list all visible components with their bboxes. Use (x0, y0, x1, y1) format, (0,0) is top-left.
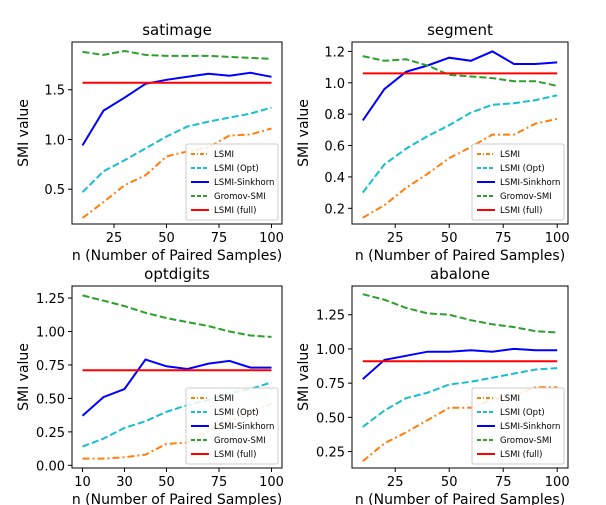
series-line-lsmi-opt (81, 106, 272, 193)
series-line-lsmi-opt (362, 94, 558, 194)
y-tick-label: 0.2 (324, 202, 345, 217)
y-axis-label: SMI value (16, 99, 32, 167)
x-tick-label: 75 (211, 231, 228, 246)
x-tick-label: 10 (74, 475, 91, 490)
x-tick-label: 25 (106, 231, 123, 246)
x-tick-label: 100 (545, 231, 570, 246)
series-line-gromov-smi (362, 293, 558, 334)
series-line-lsmi (81, 127, 272, 219)
legend-box (185, 387, 279, 465)
series-line-gromov-smi (362, 55, 558, 87)
y-tick-label: 1.5 (44, 84, 65, 99)
series-line-lsmi-sinkhorn (81, 358, 272, 417)
series-line-lsmi-opt (362, 367, 558, 428)
y-tick-label: 0.75 (36, 359, 65, 374)
series-line-lsmi-opt (82, 381, 272, 448)
y-tick-label: 1.2 (324, 45, 345, 60)
y-tick-label: 1.25 (36, 292, 65, 307)
legend-label: LSMI (214, 394, 234, 404)
legend-box (471, 387, 565, 465)
chart-panel-segment: segment 25 50 75 100 0.2 0.4 0.6 0.8 1.0 1.2 n (Num… (296, 21, 570, 264)
x-axis-label: n (Number of Paired Samples) (355, 248, 565, 264)
x-tick-label: 25 (387, 231, 404, 246)
chart-title: segment (427, 21, 493, 39)
series-line-lsmi-sinkhorn (361, 50, 558, 121)
x-tick-label: 50 (158, 475, 175, 490)
legend: LSMI LSMI (Opt) LSMI-Sinkhorn Gromov-SMI LSM… (471, 387, 565, 465)
chart-title: abalone (430, 265, 490, 283)
legend: LSMI LSMI (Opt) LSMI-Sinkhorn Gromov-SMI LSM… (185, 143, 279, 221)
legend-box (471, 143, 565, 221)
chart-title: optdigits (144, 265, 210, 283)
legend-label: LSMI (Opt) (214, 164, 259, 174)
x-tick-label: 100 (259, 231, 284, 246)
legend: LSMI LSMI (Opt) LSMI-Sinkhorn Gromov-SMI LSM… (185, 387, 279, 465)
y-axis-label: SMI value (296, 99, 312, 167)
y-tick-label: 0.8 (324, 108, 345, 123)
y-tick-label: 1.0 (324, 77, 345, 92)
legend-label: LSMI (full) (500, 450, 542, 460)
plot-frame (71, 41, 283, 225)
legend-label: Gromov-SMI (214, 192, 266, 202)
legend: LSMI LSMI (Opt) LSMI-Sinkhorn Gromov-SMI LSM… (471, 143, 565, 221)
y-tick-label: 1.0 (44, 133, 65, 148)
y-tick-label: 1.00 (36, 326, 65, 341)
x-axis-label: n (Number of Paired Samples) (355, 492, 565, 505)
legend-label: Gromov-SMI (500, 436, 552, 446)
x-tick-label: 50 (441, 475, 458, 490)
x-axis-label: n (Number of Paired Samples) (72, 248, 282, 264)
chart-panel-abalone: abalone 25 50 75 100 0.25 0.50 0.75 1.00 1.25 n (N… (296, 265, 570, 505)
chart-panel-satimage: satimage 25 50 75 100 0.5 1.0 1.5 n (Number of P… (16, 21, 284, 264)
y-axis-label: SMI value (296, 343, 312, 411)
x-axis-label: n (Number of Paired Samples) (72, 492, 282, 505)
legend-box (185, 143, 279, 221)
x-tick-label: 100 (545, 475, 570, 490)
y-tick-label: 0.25 (316, 446, 345, 461)
legend-label: LSMI (Opt) (500, 408, 545, 418)
x-tick-label: 100 (259, 475, 284, 490)
legend-label: LSMI (214, 150, 234, 160)
legend-label: LSMI-Sinkhorn (500, 178, 560, 188)
y-axis-label: SMI value (16, 343, 32, 411)
legend-label: LSMI (500, 394, 520, 404)
series-line-gromov-smi (82, 49, 272, 60)
y-tick-label: 0.75 (316, 377, 345, 392)
legend-label: LSMI (full) (214, 206, 256, 216)
series-line-lsmi-sinkhorn (362, 347, 558, 380)
x-tick-label: 30 (116, 475, 133, 490)
y-tick-label: 0.6 (324, 140, 345, 155)
y-tick-label: 0.4 (324, 171, 345, 186)
plot-frame (71, 285, 283, 469)
chart-title: satimage (142, 21, 212, 39)
legend-label: Gromov-SMI (214, 436, 266, 446)
y-tick-label: 0.25 (36, 426, 65, 441)
y-tick-label: 0.00 (36, 459, 65, 474)
plot-frame (351, 41, 569, 225)
legend-label: LSMI-Sinkhorn (500, 422, 560, 432)
legend-label: LSMI (full) (500, 206, 542, 216)
y-tick-label: 1.00 (316, 343, 345, 358)
chart-panel-optdigits: optdigits 10 30 50 75 100 0.00 0.25 0.50 0.75 1.00… (16, 265, 284, 505)
legend-label: LSMI (Opt) (500, 164, 545, 174)
x-tick-label: 75 (495, 475, 512, 490)
legend-label: LSMI-Sinkhorn (214, 422, 274, 432)
x-tick-label: 50 (441, 231, 458, 246)
x-tick-label: 25 (387, 475, 404, 490)
legend-label: Gromov-SMI (500, 192, 552, 202)
series-line-lsmi-sinkhorn (81, 71, 272, 146)
y-tick-label: 0.50 (316, 411, 345, 426)
plot-frame (351, 285, 569, 469)
legend-label: LSMI (Opt) (214, 408, 259, 418)
x-tick-label: 75 (211, 475, 228, 490)
series-line-gromov-smi (82, 294, 272, 338)
x-tick-label: 50 (158, 231, 175, 246)
y-tick-label: 0.5 (44, 183, 65, 198)
y-tick-label: 0.50 (36, 392, 65, 407)
legend-label: LSMI (500, 150, 520, 160)
legend-label: LSMI-Sinkhorn (214, 178, 274, 188)
legend-label: LSMI (full) (214, 450, 256, 460)
x-tick-label: 75 (495, 231, 512, 246)
y-tick-label: 1.25 (316, 309, 345, 324)
